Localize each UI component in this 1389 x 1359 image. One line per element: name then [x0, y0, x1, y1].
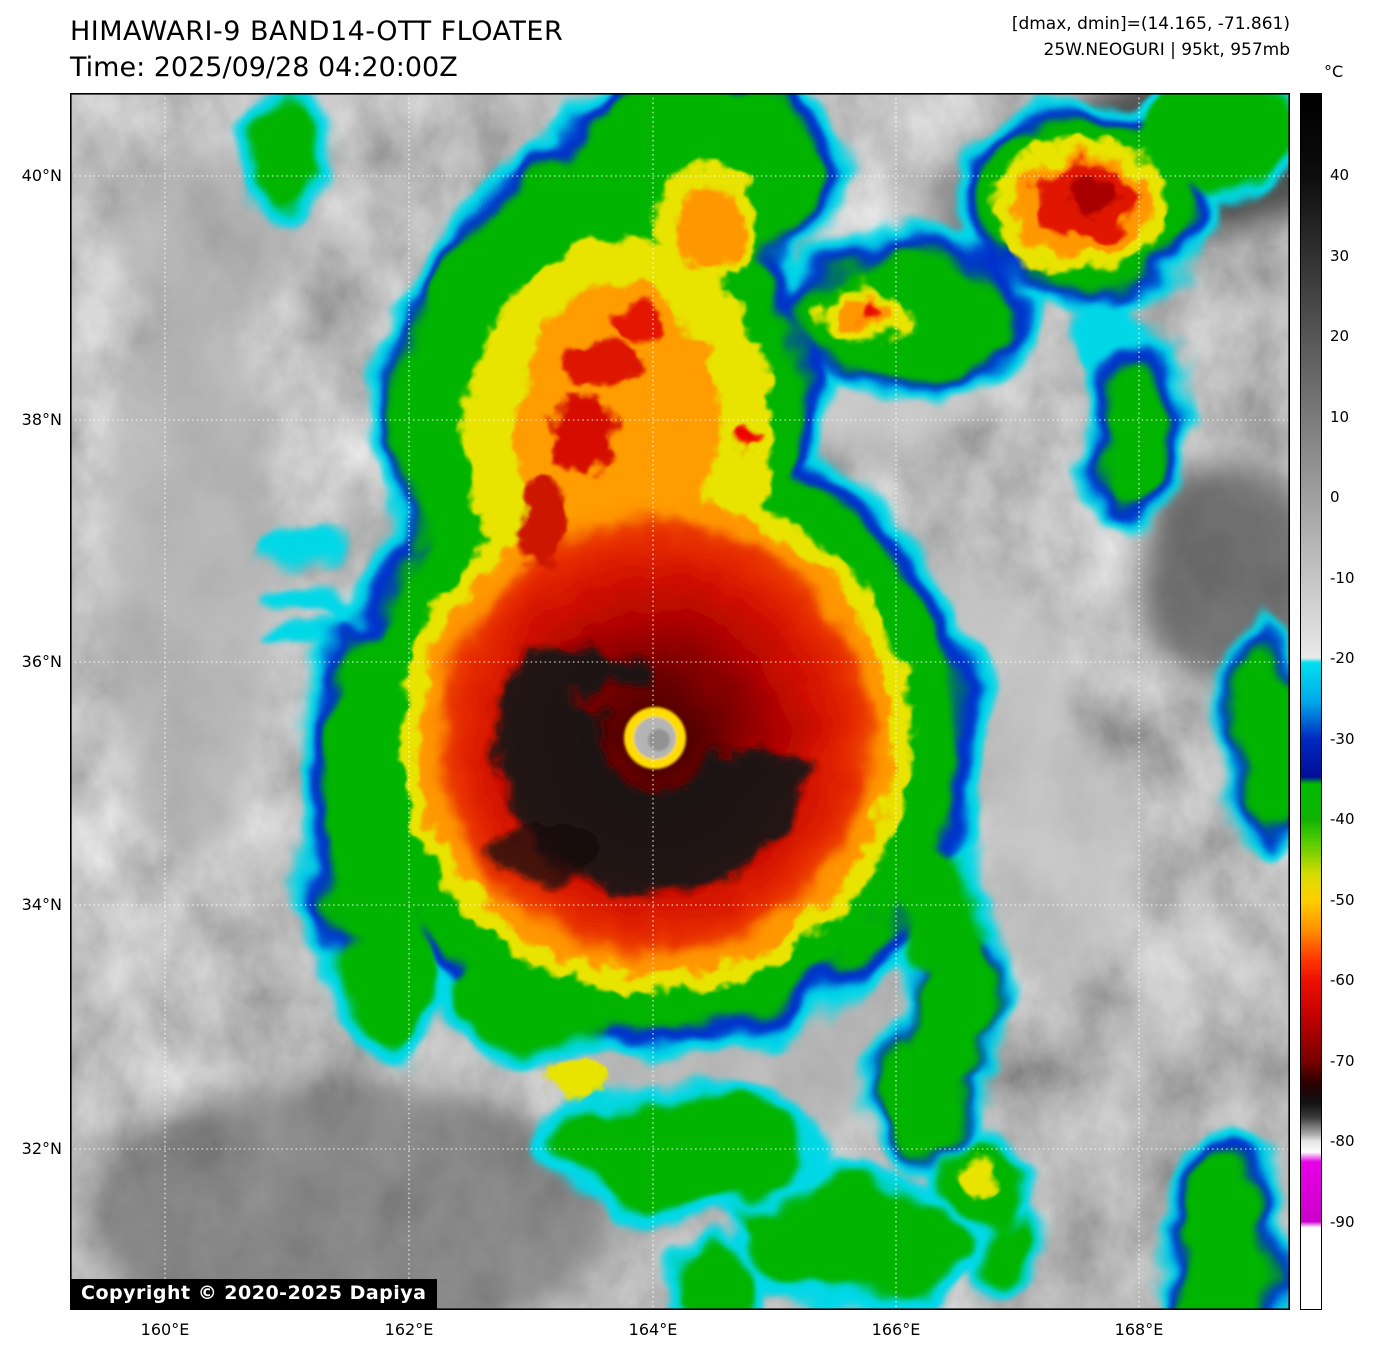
storm-cold-dark-ring [490, 644, 813, 896]
colorbar [1300, 93, 1322, 1310]
lat-tick-label: 40°N [21, 166, 62, 185]
colorbar-tick-label: 40 [1330, 166, 1350, 184]
colorbar-tick-label: -10 [1330, 569, 1355, 587]
colorbar-tick-label: -30 [1330, 730, 1355, 748]
page-title: HIMAWARI-9 BAND14-OTT FLOATER [70, 16, 564, 47]
colorbar-tick-label: 0 [1330, 488, 1340, 506]
lon-tick-label: 160°E [140, 1320, 190, 1339]
colorbar-tick-label: 20 [1330, 327, 1350, 345]
lon-tick-label: 164°E [628, 1320, 678, 1339]
lat-tick-label: 32°N [21, 1139, 62, 1158]
colorbar-tick-label: -60 [1330, 971, 1355, 989]
lat-tick-label: 34°N [21, 895, 62, 914]
storm-info: 25W.NEOGURI | 95kt, 957mb [1043, 40, 1290, 60]
plot-border [70, 93, 1290, 1310]
colorbar-tick-label: -80 [1330, 1132, 1355, 1150]
lon-tick-label: 168°E [1114, 1320, 1164, 1339]
colorbar-tick-label: -40 [1330, 810, 1355, 828]
colorbar-tick-label: -70 [1330, 1052, 1355, 1070]
colorbar-tick-label: 30 [1330, 247, 1350, 265]
grid-lines [70, 93, 1290, 1310]
lat-tick-label: 36°N [21, 652, 62, 671]
copyright-label: Copyright © 2020-2025 Dapiya [70, 1279, 438, 1310]
lat-tick-label: 38°N [21, 410, 62, 429]
lon-tick-label: 162°E [384, 1320, 434, 1339]
satellite-image-canvas [70, 93, 1290, 1310]
satellite-map: Copyright © 2020-2025 Dapiya [70, 93, 1290, 1310]
dmax-dmin-readout: [dmax, dmin]=(14.165, -71.861) [1011, 14, 1290, 34]
colorbar-tick-label: -20 [1330, 649, 1355, 667]
colorbar-tick-label: -50 [1330, 891, 1355, 909]
colorbar-tick-label: -90 [1330, 1213, 1355, 1231]
storm-red-cells [520, 163, 1132, 563]
storm-eye [624, 707, 686, 769]
timestamp: Time: 2025/09/28 04:20:00Z [70, 52, 458, 83]
colorbar-tick-label: 10 [1330, 408, 1350, 426]
colorbar-unit-label: °C [1324, 62, 1344, 81]
lon-tick-label: 166°E [871, 1320, 921, 1339]
